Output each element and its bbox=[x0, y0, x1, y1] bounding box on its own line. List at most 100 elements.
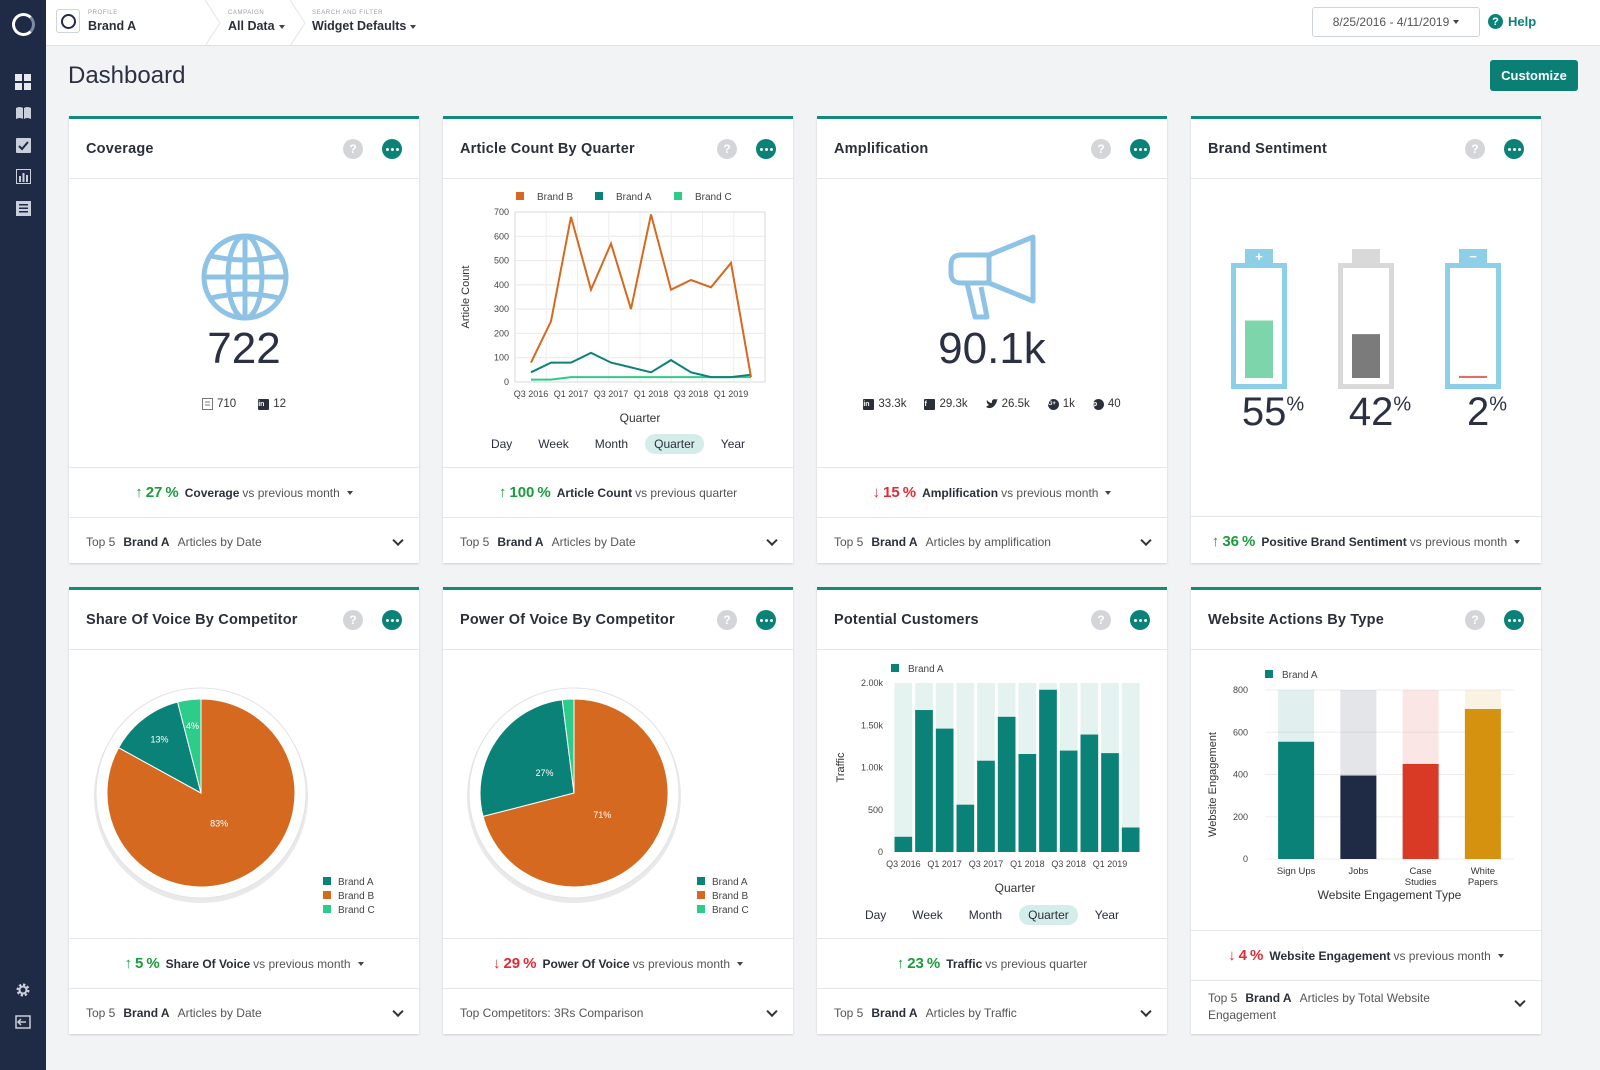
chevron-down-icon[interactable] bbox=[392, 534, 404, 547]
delta-summary[interactable]: ↓ 4% Website Engagement vs previous month bbox=[1191, 930, 1541, 980]
tab-quarter[interactable]: Quarter bbox=[1019, 905, 1078, 925]
chevron-down-icon[interactable] bbox=[1140, 534, 1152, 547]
reports-icon[interactable] bbox=[14, 167, 32, 185]
card-footer[interactable]: Top 5 Brand A Articles by Date bbox=[443, 517, 793, 566]
article-icon bbox=[202, 398, 213, 410]
profile-selector[interactable]: PROFILE Brand A bbox=[56, 0, 206, 46]
delta-summary[interactable]: ↓ 15% Amplification vs previous month bbox=[817, 467, 1167, 517]
delta-summary[interactable]: ↑ 23% Traffic vs previous quarter bbox=[817, 938, 1167, 988]
card-footer[interactable]: Top 5 Brand A Articles by Total Website En… bbox=[1191, 980, 1541, 1037]
bar bbox=[1402, 763, 1439, 859]
more-options-icon[interactable] bbox=[756, 139, 776, 159]
filter-value: Widget Defaults bbox=[312, 19, 407, 33]
slice-label: 4% bbox=[186, 721, 199, 731]
delta-summary[interactable]: ↑ 36% Positive Brand Sentiment vs previous … bbox=[1191, 516, 1541, 566]
share-of-voice-pie-chart: 83% 13% 4% Brand A Brand B Brand C bbox=[94, 687, 375, 916]
more-options-icon[interactable] bbox=[382, 610, 402, 630]
delta-summary[interactable]: ↑ 27% Coverage vs previous month bbox=[69, 467, 419, 517]
positive-value: 55 bbox=[1241, 390, 1287, 434]
tab-year[interactable]: Year bbox=[720, 437, 746, 451]
chevron-down-icon[interactable] bbox=[392, 1005, 404, 1018]
battery-cap bbox=[1352, 249, 1380, 263]
x-tick-label: White bbox=[1471, 866, 1495, 877]
app-logo[interactable] bbox=[12, 13, 35, 36]
y-axis-label: Website Engagement bbox=[1207, 732, 1219, 837]
battery-body bbox=[1445, 263, 1501, 389]
card-footer[interactable]: Top 5 Brand A Articles by Date bbox=[69, 988, 419, 1037]
card-footer[interactable]: Top 5 Brand A Articles by amplification bbox=[817, 517, 1167, 566]
more-options-icon[interactable] bbox=[1130, 139, 1150, 159]
more-options-icon[interactable] bbox=[1504, 610, 1524, 630]
bar bbox=[935, 728, 954, 852]
percent-sign: % bbox=[1393, 393, 1412, 416]
campaign-selector[interactable]: CAMPAIGN All Data bbox=[228, 0, 308, 46]
delta-summary[interactable]: ↑ 5% Share Of Voice vs previous month bbox=[69, 938, 419, 988]
chevron-down-icon[interactable] bbox=[766, 534, 778, 547]
legend-swatch bbox=[595, 192, 603, 200]
more-options-icon[interactable] bbox=[1130, 610, 1150, 630]
help-link[interactable]: ? Help bbox=[1488, 14, 1536, 29]
card-body: Brand A 0 200 400 600 800 Sign Ups Jobs Case Stud… bbox=[1191, 650, 1541, 930]
x-tick-label: Q3 2017 bbox=[594, 389, 629, 399]
help-question-icon[interactable]: ? bbox=[343, 139, 363, 159]
tab-day[interactable]: Day bbox=[490, 437, 513, 451]
tab-day[interactable]: Day bbox=[864, 908, 887, 922]
list-icon[interactable] bbox=[14, 199, 32, 217]
facebook-stat: f 29.3k bbox=[924, 398, 968, 410]
card-footer[interactable]: Top 5 Brand A Articles by Traffic bbox=[817, 988, 1167, 1037]
foot-text: Articles by Date bbox=[177, 535, 262, 549]
help-question-icon[interactable]: ? bbox=[717, 610, 737, 630]
coverage-total: 722 bbox=[207, 324, 281, 373]
legend-label: Brand A bbox=[1282, 670, 1318, 681]
help-question-icon[interactable]: ? bbox=[1091, 139, 1111, 159]
logout-icon[interactable] bbox=[14, 1013, 32, 1031]
chevron-down-icon[interactable] bbox=[1140, 1005, 1152, 1018]
book-icon[interactable] bbox=[14, 104, 32, 122]
settings-gear-icon[interactable] bbox=[14, 981, 32, 999]
pinterest-count: 40 bbox=[1107, 398, 1121, 410]
pie-slice-brand-b bbox=[482, 698, 669, 888]
tab-year[interactable]: Year bbox=[1094, 908, 1120, 922]
more-options-icon[interactable] bbox=[1504, 139, 1524, 159]
chevron-down-icon[interactable] bbox=[1514, 995, 1526, 1008]
battery-level bbox=[1352, 334, 1380, 378]
delta-summary[interactable]: ↑ 100% Article Count vs previous quarter bbox=[443, 467, 793, 517]
legend-swatch bbox=[697, 905, 705, 913]
tab-week[interactable]: Week bbox=[538, 437, 569, 451]
linkedin-stat: in 12 bbox=[258, 398, 286, 410]
card-footer[interactable]: Top Competitors: 3Rs Comparison bbox=[443, 988, 793, 1037]
help-question-icon[interactable]: ? bbox=[1465, 139, 1485, 159]
help-question-icon[interactable]: ? bbox=[717, 139, 737, 159]
dashboard-grid-icon[interactable] bbox=[14, 73, 32, 91]
up-arrow-icon: ↑ bbox=[896, 955, 905, 972]
y-tick-label: 0 bbox=[878, 847, 883, 857]
delta-value: 36 bbox=[1222, 533, 1240, 550]
globe-icon bbox=[201, 233, 289, 321]
tab-quarter[interactable]: Quarter bbox=[645, 434, 704, 454]
sidebar bbox=[0, 0, 46, 1070]
search-filter-selector[interactable]: SEARCH AND FILTER Widget Defaults bbox=[312, 0, 452, 46]
delta-summary[interactable]: ↓ 29% Power Of Voice vs previous month bbox=[443, 938, 793, 988]
traffic-bar-chart: Brand A 0 500 1.00k 1.50k 2.00k Q3 2016 Q1 2017… bbox=[835, 664, 1140, 895]
help-question-icon[interactable]: ? bbox=[1465, 610, 1485, 630]
chevron-down-icon[interactable] bbox=[766, 1005, 778, 1018]
campaign-caption: CAMPAIGN bbox=[228, 10, 265, 16]
twitter-count: 26.5k bbox=[1001, 398, 1030, 410]
filter-caption: SEARCH AND FILTER bbox=[312, 10, 384, 16]
card-title: Article Count By Quarter bbox=[460, 141, 635, 157]
more-options-icon[interactable] bbox=[756, 610, 776, 630]
tab-month[interactable]: Month bbox=[594, 437, 629, 451]
tab-week[interactable]: Week bbox=[912, 908, 943, 922]
help-question-icon[interactable]: ? bbox=[1091, 610, 1111, 630]
card-footer[interactable]: Top 5 Brand A Articles by Date bbox=[69, 517, 419, 566]
y-tick-label: 0 bbox=[504, 377, 509, 387]
more-options-icon[interactable] bbox=[382, 139, 402, 159]
tab-month[interactable]: Month bbox=[968, 908, 1003, 922]
customize-button[interactable]: Customize bbox=[1490, 60, 1578, 91]
slice-label: 13% bbox=[151, 735, 169, 745]
delta-comparison: vs previous month bbox=[1393, 948, 1491, 963]
date-range-picker[interactable]: 8/25/2016 - 4/11/2019 bbox=[1312, 7, 1480, 37]
help-question-icon[interactable]: ? bbox=[343, 610, 363, 630]
checklist-icon[interactable] bbox=[14, 136, 32, 154]
x-tick-label: Q3 2018 bbox=[1051, 859, 1086, 869]
